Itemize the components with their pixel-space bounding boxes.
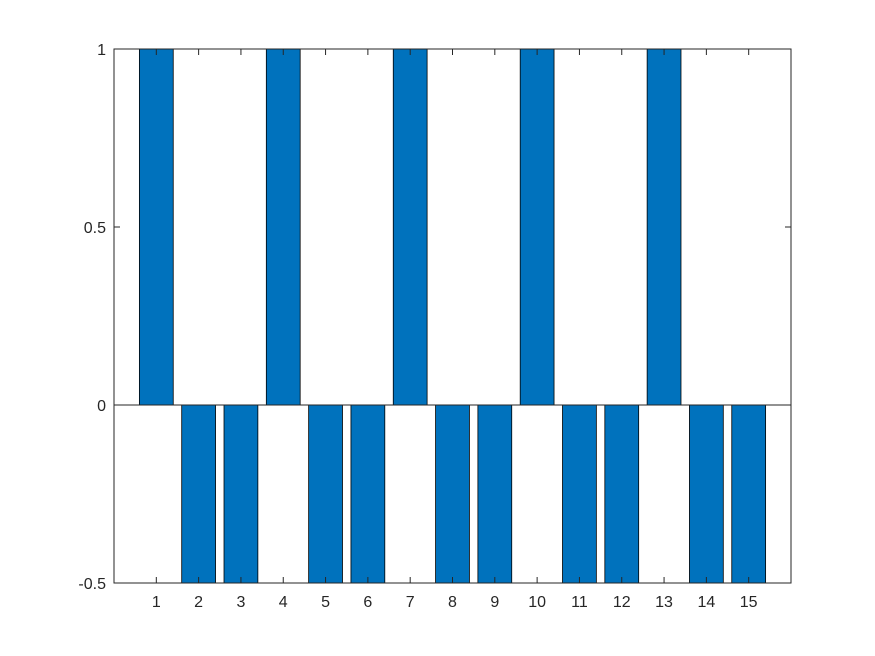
bar-6 [350,404,386,584]
bars-group [138,48,767,584]
bar-12 [604,404,640,584]
bar-15 [731,404,767,584]
bar-8 [435,404,470,584]
y-tick-label: 0 [97,398,106,415]
x-tick-label: 8 [448,594,457,611]
bar-7 [392,48,428,406]
bar-14 [689,404,724,584]
x-axis-ticks: 1 2 3 4 5 6 7 8 9 10 11 12 13 14 15 [152,49,758,611]
x-tick-label: 15 [740,594,758,611]
x-tick-label: 10 [528,594,546,611]
x-tick-label: 5 [321,594,330,611]
x-tick-label: 4 [279,594,288,611]
x-tick-label: 11 [571,594,588,611]
bar-11 [562,404,597,584]
bar-4 [265,48,301,406]
x-tick-label: 9 [490,594,499,611]
bar-10 [519,48,555,406]
y-tick-label: 0.5 [84,220,106,237]
bar-2 [181,404,216,584]
bar-9 [477,404,513,584]
x-tick-label: 3 [236,594,245,611]
y-tick-label: -0.5 [78,576,106,593]
y-tick-label: 1 [97,42,106,59]
y-axis-ticks: -0.5 0 0.5 1 [78,42,791,593]
bar-13 [646,48,682,406]
x-tick-label: 2 [194,594,203,611]
x-tick-label: 7 [406,594,415,611]
bar-3 [223,404,259,584]
x-tick-label: 13 [655,594,673,611]
x-tick-label: 14 [697,594,715,611]
x-tick-label: 6 [363,594,372,611]
x-tick-label: 1 [152,594,161,611]
x-tick-label: 12 [613,594,631,611]
bar-1 [138,48,174,406]
bar-5 [308,404,343,584]
